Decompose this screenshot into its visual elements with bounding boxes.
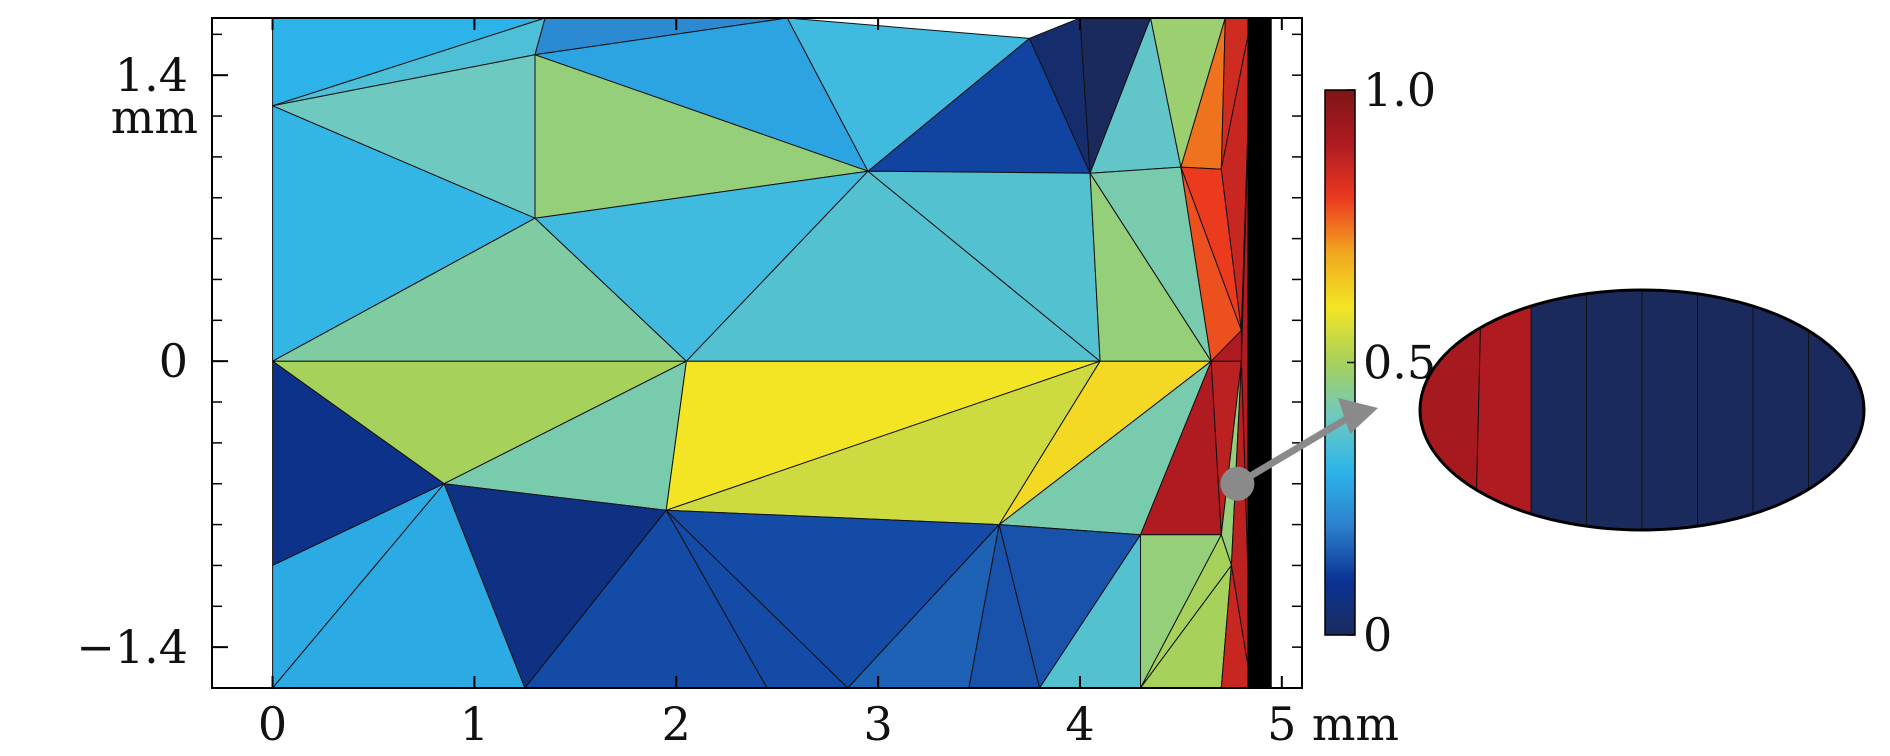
y-axis-unit: mm — [111, 90, 198, 144]
inset-strip — [1418, 288, 1866, 532]
y-tick-label-0: 1.4 — [115, 48, 188, 102]
colorbar-label-1: 0.5 — [1363, 336, 1436, 390]
inset-cell-3 — [1586, 290, 1643, 530]
x-tick-label-4: 4 — [1065, 697, 1094, 751]
inset-cell-1 — [1474, 290, 1532, 530]
inset-cell-7 — [1808, 290, 1864, 530]
pointer-head — [1338, 398, 1378, 434]
y-tick-label-2: −1.4 — [76, 620, 188, 674]
mesh-triangle-51 — [1220, 564, 1252, 688]
x-tick-label-5: 5 — [1267, 697, 1296, 751]
x-axis: 0 1 2 3 4 5 mm — [258, 18, 1399, 751]
colorbar: 1.0 0.5 0 — [1324, 63, 1436, 662]
inset-cell-5 — [1697, 290, 1754, 530]
plot-frame — [211, 17, 1303, 689]
inset-cell-4 — [1641, 290, 1698, 530]
pointer-shaft — [1235, 414, 1350, 487]
inset-pointer-arrow — [1220, 398, 1378, 501]
x-axis-unit: mm — [1312, 697, 1399, 751]
colorbar-ticks: 1.0 0.5 0 — [1347, 63, 1436, 662]
x-tick-label-3: 3 — [863, 697, 892, 751]
pointer-origin-dot — [1220, 466, 1255, 501]
x-tick-label-1: 1 — [460, 697, 489, 751]
inset-cell-6 — [1752, 290, 1809, 530]
x-tick-label-2: 2 — [662, 697, 691, 751]
y-axis: 1.4 0 −1.4 mm — [76, 33, 1302, 689]
inset-cell-0 — [1420, 290, 1483, 530]
x-tick-label-0: 0 — [258, 697, 287, 751]
colorbar-label-2: 0 — [1363, 608, 1392, 662]
inset-cells — [1420, 290, 1864, 530]
inset-outline — [1418, 288, 1866, 532]
colorbar-label-0: 1.0 — [1363, 63, 1436, 117]
y-tick-label-1: 0 — [159, 334, 188, 388]
boundary-layer-bar — [1247, 18, 1272, 688]
plot-area: 0 1 2 3 4 5 mm 1.4 0 −1.4 mm — [76, 17, 1399, 751]
mesh-triangles — [272, 18, 1252, 688]
inset-cell-2 — [1530, 290, 1587, 530]
